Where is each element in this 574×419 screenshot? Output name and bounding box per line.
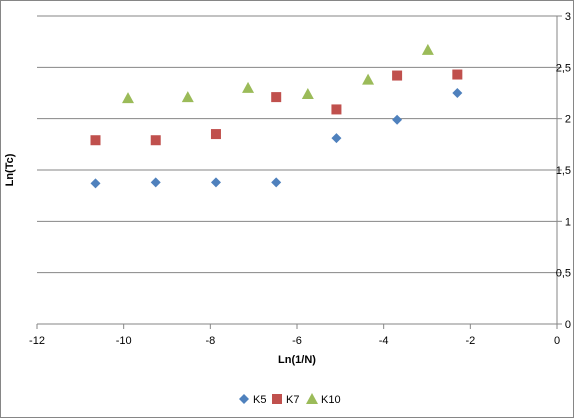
k10-point xyxy=(122,92,134,104)
k10-point xyxy=(242,81,255,93)
legend-marker-k10 xyxy=(306,393,318,404)
k5-point xyxy=(90,178,101,189)
k7-point xyxy=(210,129,221,140)
y-tick-labels: 0 0,5 1 1,5 2 2,5 3 xyxy=(556,11,571,331)
k7-point xyxy=(331,104,342,115)
x-axis-title: Ln(1/N) xyxy=(278,354,316,366)
k5-point xyxy=(331,133,342,144)
legend-marker-k7 xyxy=(272,394,282,404)
k5-point xyxy=(452,88,463,98)
y-tick-label: 1,5 xyxy=(556,165,571,177)
legend-label-k5: K5 xyxy=(253,394,266,406)
y-tick-label: 2 xyxy=(565,114,571,126)
k5-point xyxy=(392,114,403,125)
x-tick-label: -12 xyxy=(29,335,45,347)
legend-label-k10: K10 xyxy=(321,394,341,406)
y-tick-label: 0,5 xyxy=(556,268,571,280)
x-tick-label: -6 xyxy=(292,335,302,347)
x-tick-labels: -12 -10 -8 -6 -4 -2 0 xyxy=(29,335,560,347)
x-tick-label: -2 xyxy=(465,335,475,347)
axes xyxy=(36,15,562,329)
x-tick-label: 0 xyxy=(554,335,560,347)
k10-point xyxy=(421,43,434,55)
y-tick-label: 1 xyxy=(565,216,571,228)
k7-point xyxy=(90,135,101,146)
k5-point xyxy=(271,177,282,188)
y-tick-label: 2,5 xyxy=(556,62,571,74)
y-tick-label: 0 xyxy=(565,319,571,331)
k5-point xyxy=(210,177,221,188)
y-tick-label: 3 xyxy=(565,11,571,23)
y-axis-title: Ln(Tc) xyxy=(4,153,16,186)
k10-point xyxy=(181,91,194,103)
x-tick-label: -8 xyxy=(205,335,215,347)
data-points xyxy=(90,43,463,189)
k10-point xyxy=(301,88,314,100)
k7-point xyxy=(271,92,282,103)
legend: K5 K7 K10 xyxy=(239,393,341,406)
x-tick-label: -10 xyxy=(116,335,132,347)
k5-point xyxy=(150,177,161,188)
legend-label-k7: K7 xyxy=(286,394,299,406)
k7-point xyxy=(150,135,161,146)
legend-marker-k5 xyxy=(239,394,249,404)
x-tick-label: -4 xyxy=(379,335,389,347)
k7-point xyxy=(392,70,403,81)
k10-point xyxy=(362,73,375,85)
gridlines xyxy=(37,15,557,274)
k7-point xyxy=(452,69,463,80)
